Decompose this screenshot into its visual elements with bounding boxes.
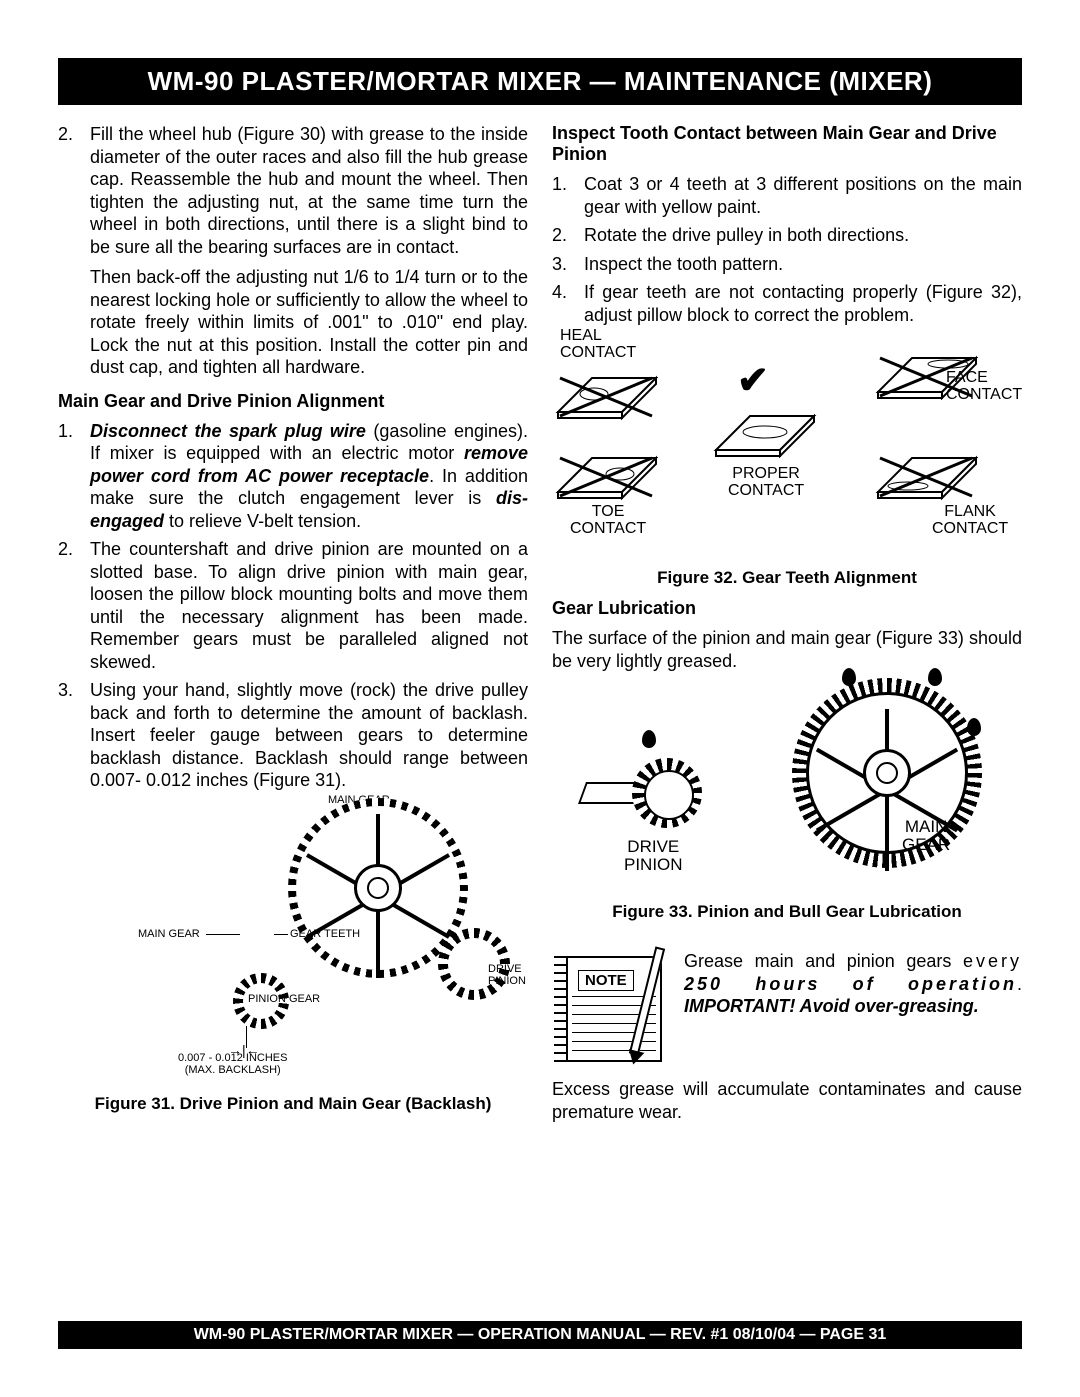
fig31-label-pinion-gear: PINION GEAR: [248, 993, 320, 1005]
note-block: NOTE Grease main and pinion gears every …: [552, 950, 1022, 1068]
right-column: Inspect Tooth Contact between Main Gear …: [552, 123, 1022, 1129]
list-body: Rotate the drive pulley in both directio…: [584, 224, 1022, 247]
grease-drop-icon: [928, 668, 942, 686]
figure-33-caption: Figure 33. Pinion and Bull Gear Lubricat…: [552, 902, 1022, 922]
figure-31-diagram: MAIN GEAR MAIN GEAR GEAR TEETH: [58, 798, 518, 1088]
list-item: 3. Inspect the tooth pattern.: [552, 253, 1022, 276]
text: to relieve V-belt tension.: [164, 511, 361, 531]
checkmark-icon: ✔: [737, 358, 769, 403]
gear-tooth-icon: [872, 452, 982, 500]
fig32-label-toe: TOE CONTACT: [570, 504, 646, 538]
list-item: 1. Coat 3 or 4 teeth at 3 different posi…: [552, 173, 1022, 218]
text: Grease main and pinion gears: [684, 951, 963, 971]
gear-tooth-icon: [710, 410, 820, 458]
paragraph: Then back-off the adjusting nut 1/6 to 1…: [90, 266, 528, 379]
list-body: Disconnect the spark plug wire (gasoline…: [90, 420, 528, 533]
grease-drop-icon: [967, 718, 981, 736]
paragraph: Excess grease will accumulate contaminat…: [552, 1078, 1022, 1123]
list-number: 3.: [552, 253, 584, 276]
bold-italic: Disconnect the spark plug wire: [90, 421, 366, 441]
grease-drop-icon: [842, 668, 856, 686]
page-title-bar: WM-90 PLASTER/MORTAR MIXER — MAINTENANCE…: [58, 58, 1022, 105]
note-tag: NOTE: [578, 970, 634, 991]
list-item: 2. The countershaft and drive pinion are…: [58, 538, 528, 673]
section-heading: Gear Lubrication: [552, 598, 1022, 619]
figure-31-caption: Figure 31. Drive Pinion and Main Gear (B…: [58, 1094, 528, 1114]
section-heading: Inspect Tooth Contact between Main Gear …: [552, 123, 1022, 165]
list-number: 1.: [552, 173, 584, 218]
list-body: Inspect the tooth pattern.: [584, 253, 1022, 276]
text: .: [1017, 974, 1022, 994]
fig31-label-main-gear: MAIN GEAR: [138, 928, 200, 940]
fig32-label-heal: HEAL CONTACT: [560, 328, 636, 362]
fig32-label-flank: FLANK CONTACT: [932, 504, 1008, 538]
list-number: 2.: [58, 538, 90, 673]
fig32-label-proper: PROPER CONTACT: [728, 466, 804, 500]
list-number: 2.: [552, 224, 584, 247]
page-footer-bar: WM-90 PLASTER/MORTAR MIXER — OPERATION M…: [58, 1321, 1022, 1349]
section-heading: Main Gear and Drive Pinion Alignment: [58, 391, 528, 412]
content-columns: 2. Fill the wheel hub (Figure 30) with g…: [58, 123, 1022, 1129]
paragraph: The surface of the pinion and main gear …: [552, 627, 1022, 672]
main-gear-icon: [792, 678, 982, 868]
list-body: Coat 3 or 4 teeth at 3 different positio…: [584, 173, 1022, 218]
fig32-label-face: FACE CONTACT: [946, 370, 1022, 404]
list-item: 2. Fill the wheel hub (Figure 30) with g…: [58, 123, 528, 258]
fig33-label-drive-pinion: DRIVE PINION: [624, 838, 683, 874]
list-item: 2. Rotate the drive pulley in both direc…: [552, 224, 1022, 247]
left-column: 2. Fill the wheel hub (Figure 30) with g…: [58, 123, 528, 1129]
gear-tooth-icon: [552, 452, 662, 500]
list-body: Using your hand, slightly move (rock) th…: [90, 679, 528, 792]
fig33-label-main-gear: MAIN GEAR: [902, 818, 950, 854]
list-item: 4. If gear teeth are not contacting prop…: [552, 281, 1022, 326]
list-number: 4.: [552, 281, 584, 326]
note-text: Grease main and pinion gears every 250 h…: [684, 950, 1022, 1018]
list-number: 2.: [58, 123, 90, 258]
figure-32-caption: Figure 32. Gear Teeth Alignment: [552, 568, 1022, 588]
list-body: Fill the wheel hub (Figure 30) with grea…: [90, 123, 528, 258]
list-number: 1.: [58, 420, 90, 533]
grease-drop-icon: [642, 730, 656, 748]
fig31-label-drive-pinion: DRIVE PINION: [488, 963, 526, 987]
list-item: 1. Disconnect the spark plug wire (gasol…: [58, 420, 528, 533]
bold-italic: IMPORTANT! Avoid over-greasing.: [684, 996, 979, 1016]
bold-italic: 250 hours of operation: [684, 974, 1017, 994]
list-number: 3.: [58, 679, 90, 792]
figure-32-diagram: HEAL CONTACT TOE CONTACT ✔ PROPER CONTAC…: [552, 332, 1022, 562]
notepad-icon: NOTE: [552, 950, 670, 1068]
list-item: 3. Using your hand, slightly move (rock)…: [58, 679, 528, 792]
drive-pinion-icon: [582, 758, 702, 828]
text: every: [963, 951, 1022, 971]
list-body: If gear teeth are not contacting properl…: [584, 281, 1022, 326]
list-body: The countershaft and drive pinion are mo…: [90, 538, 528, 673]
fig31-label-gear-teeth: GEAR TEETH: [290, 928, 360, 940]
figure-33-diagram: DRIVE PINION MAIN GEAR: [552, 678, 1022, 896]
gear-tooth-icon: [552, 372, 662, 420]
